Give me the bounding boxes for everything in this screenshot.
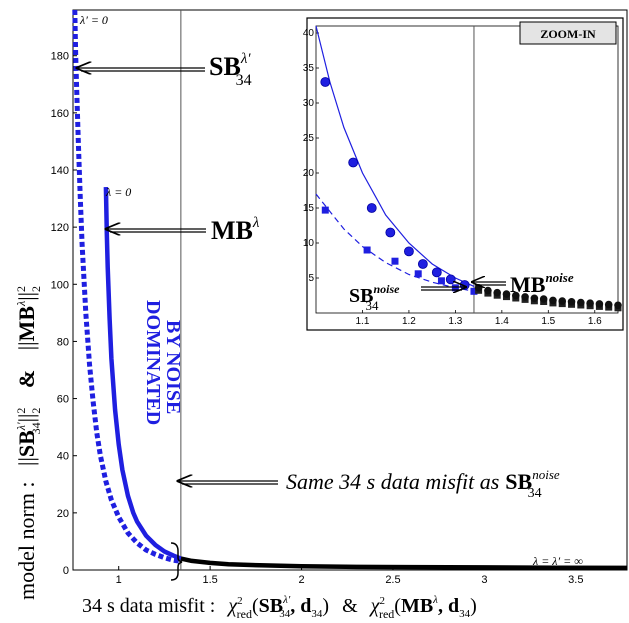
inset-mb-marker (445, 274, 456, 285)
zoom-in-badge (519, 21, 617, 45)
inset-x-tick-label: 1.1 (356, 316, 370, 327)
inset-mb-marker (348, 157, 359, 168)
inset-y-tick-label: 10 (303, 238, 315, 249)
inset-y-tick-label: 25 (303, 133, 315, 144)
inset-y-tick-label: 15 (303, 203, 315, 214)
inset-tail-circle (586, 299, 594, 308)
y-tick-label: 80 (57, 336, 69, 348)
inset-mb-marker (366, 203, 377, 213)
inset-tail-circle (539, 295, 548, 303)
series-tail-line (180, 556, 628, 571)
x-tick-label: 3.5 (568, 574, 583, 586)
series-mb-line (103, 187, 182, 561)
inset-mb-curve (315, 25, 475, 287)
inset-sb-curve (315, 193, 475, 292)
zoom-inset: 1.1 1.2 1.3 1.4 1.5 1.6 5 10 15 20 25 30 35 40 ZOOM-… (303, 17, 624, 331)
inset-y-tick-label: 35 (303, 63, 315, 74)
inset-y-ticks: 5 10 15 20 25 30 35 40 (303, 28, 319, 284)
inset-mb-marker (417, 259, 428, 269)
y-tick-label: 40 (57, 451, 69, 463)
inset-sb-marker (363, 246, 371, 254)
lambda-infinity-label: λ = λ′ = ∞ (532, 554, 583, 568)
inset-x-tick-label: 1.6 (588, 316, 602, 327)
inset-sb-marker (470, 287, 478, 295)
inset-tail-circle (521, 293, 529, 301)
mb-noise-label: MBnoise (510, 270, 574, 297)
x-tick-label: 2 (298, 574, 304, 586)
y-tick-label: 120 (51, 222, 69, 234)
inset-tail-circle (484, 286, 492, 295)
svg-text:model norm : ||SBλ′34||2: model norm : ||SBλ′34||22 & ||MBλ||22 (14, 286, 45, 600)
inset-mb-marker (385, 227, 396, 238)
inset-tail-circle (511, 291, 520, 300)
inset-mb-marker (431, 267, 442, 278)
inset-tail-circle (502, 290, 511, 298)
x-tick-label: 2.5 (385, 574, 400, 586)
sb-lambda-prime-label: SBλ′ 34 (209, 51, 252, 89)
series-group (72, 9, 628, 571)
x-tick-label: 3 (481, 574, 487, 586)
x-tick-label: 1.5 (202, 574, 217, 586)
y-ticks: 0 20 40 60 80 100 120 140 160 180 (51, 51, 77, 577)
inset-mb-marker (404, 246, 414, 257)
y-tick-label: 20 (57, 508, 69, 520)
plot-frame (72, 9, 628, 571)
inset-sb-marker (391, 257, 399, 265)
inset-x-tick-label: 1.4 (495, 316, 509, 327)
same-misfit-label: Same 34 s data misfit as SBnoise 34 (286, 467, 560, 501)
inset-x-ticks: 1.1 1.2 1.3 1.4 1.5 1.6 (356, 310, 602, 327)
inset-sb-marker (414, 270, 422, 278)
y-tick-label: 160 (51, 108, 69, 120)
inset-tail-circle (530, 294, 539, 303)
inset-plot-frame (315, 25, 619, 314)
x-axis-label: 34 s data misfit : χ2 red(SBλ′ 34, d34) & … (82, 594, 477, 621)
y-tick-label: 60 (57, 394, 69, 406)
series-sb-line (72, 9, 182, 564)
inset-sb-marker (321, 206, 329, 214)
y-tick-label: 100 (51, 279, 69, 291)
lam-zero-label: λ = 0 (105, 185, 131, 199)
x-tick-label: 1 (116, 574, 122, 586)
y-tick-label: 140 (51, 165, 69, 177)
inset-x-tick-label: 1.2 (402, 316, 416, 327)
inset-x-tick-label: 1.5 (541, 316, 555, 327)
inset-tail-circle (558, 297, 567, 305)
by-noise-label: BY NOISE (162, 320, 184, 414)
y-tick-label: 0 (63, 565, 69, 577)
inset-tail-circle (577, 298, 585, 307)
inset-y-tick-label: 40 (303, 28, 315, 39)
noise-bracket (170, 542, 183, 581)
inset-y-tick-label: 30 (303, 98, 315, 109)
inset-y-tick-label: 20 (303, 168, 315, 179)
sb-noise-label: SBnoise 34 (349, 282, 400, 313)
y-axis-label: model norm : ||SBλ′34||22 & ||MBλ||22 (14, 286, 45, 600)
mb-lambda-label: MBλ (211, 215, 260, 245)
inset-y-tick-label: 5 (308, 273, 314, 284)
inset-sb-marker (437, 277, 445, 285)
dominated-label: DOMINATED (142, 300, 164, 425)
inset-tail-circle (604, 300, 613, 309)
inset-mb-marker (320, 77, 331, 87)
inset-tail-circle (595, 300, 604, 308)
inset-mb-marker (459, 280, 470, 290)
inset-tail-circle (567, 298, 576, 306)
inset-x-tick-label: 1.3 (448, 316, 462, 327)
inset-tail-circle (493, 288, 502, 297)
inset-tail-circle (614, 301, 622, 310)
lam-prime-zero-label: λ′ = 0 (79, 13, 108, 27)
y-tick-label: 180 (51, 51, 69, 63)
zoom-in-title: ZOOM-IN (540, 27, 596, 41)
inset-tail-circle (549, 296, 557, 305)
